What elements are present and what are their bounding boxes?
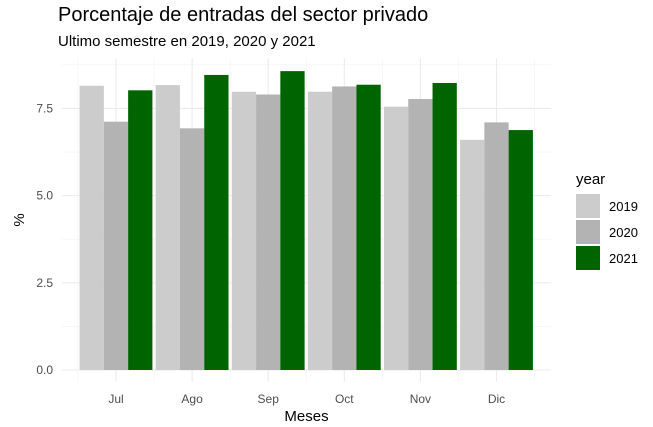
bar-sep-2020	[256, 94, 281, 371]
x-tick-label: Jul	[108, 392, 123, 406]
y-tick-label: 7.5	[36, 101, 53, 115]
legend-title: year	[576, 171, 605, 188]
bar-oct-2019	[307, 91, 333, 370]
x-tick-labels: Jul Ago Sep Oct Nov Dic	[108, 392, 505, 406]
legend-key-2021	[576, 246, 600, 270]
bar-dic-2020	[484, 122, 509, 370]
bar-dic-2021	[508, 130, 533, 370]
legend: year 2019 2020 2021	[576, 171, 638, 270]
y-tick-label: 2.5	[36, 276, 53, 290]
bar-sep-2019	[231, 91, 257, 370]
bar-sep-2021	[280, 71, 305, 370]
y-axis-title: %	[11, 213, 28, 226]
bars	[79, 71, 533, 371]
bar-nov-2020	[408, 99, 433, 371]
bar-ago-2021	[204, 74, 229, 371]
bar-ago-2019	[155, 85, 180, 370]
bar-oct-2020	[332, 86, 357, 370]
chart-title: Porcentaje de entradas del sector privad…	[58, 4, 429, 26]
legend-key-2020	[576, 220, 600, 244]
bar-ago-2020	[179, 128, 205, 370]
chart-subtitle: Ultimo semestre en 2019, 2020 y 2021	[58, 33, 316, 50]
legend-label-2019: 2019	[609, 199, 638, 214]
y-tick-label: 5.0	[36, 189, 53, 203]
bar-jul-2021	[128, 90, 153, 371]
legend-label-2020: 2020	[609, 225, 638, 240]
bar-dic-2019	[460, 139, 485, 370]
x-tick-label: Sep	[258, 392, 280, 406]
bar-nov-2019	[383, 106, 409, 370]
bar-oct-2021	[356, 84, 381, 370]
x-tick-label: Dic	[488, 392, 505, 406]
bar-jul-2020	[103, 121, 129, 370]
bar-jul-2019	[79, 85, 104, 371]
x-tick-label: Ago	[181, 392, 203, 406]
x-axis-title: Meses	[284, 408, 328, 425]
x-tick-label: Oct	[335, 392, 354, 406]
bar-nov-2021	[432, 82, 457, 370]
legend-label-2021: 2021	[609, 251, 638, 266]
y-tick-labels: 0.0 2.5 5.0 7.5	[36, 101, 53, 377]
legend-key-2019	[576, 194, 600, 218]
y-tick-label: 0.0	[36, 363, 53, 377]
x-tick-label: Nov	[410, 392, 431, 406]
